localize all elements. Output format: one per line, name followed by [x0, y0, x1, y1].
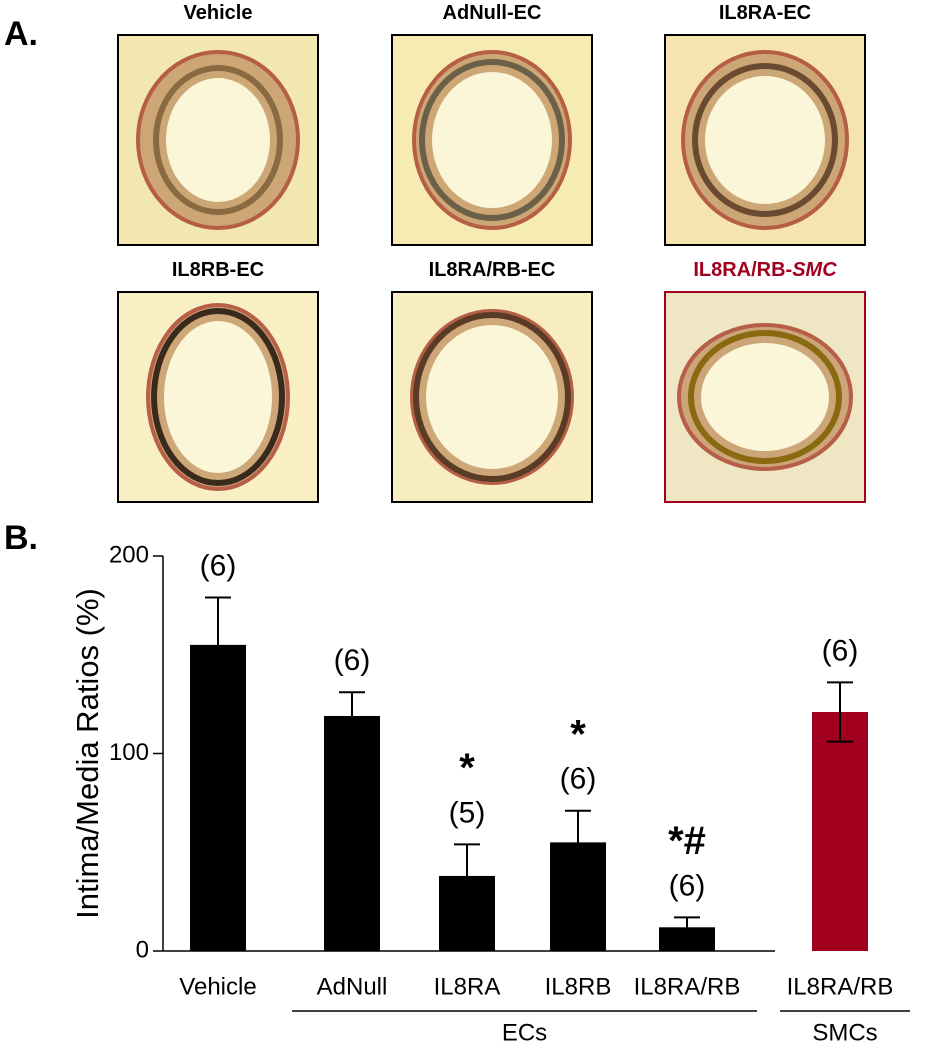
x-tick-label: IL8RA/RB [634, 973, 741, 1000]
vessel-lumen [705, 76, 825, 204]
panel-title: IL8RA/RB-EC [429, 259, 556, 281]
bar [190, 644, 246, 951]
y-axis-label: Intima/Media Ratios (%) [70, 588, 105, 919]
bar [324, 715, 380, 951]
panel-title-italic: SMC [792, 259, 837, 281]
n-label: (6) [669, 869, 706, 902]
significance-mark: * [570, 712, 586, 756]
vessel-media [153, 65, 283, 215]
vessel-lumen [166, 78, 270, 202]
vessel-media [419, 59, 565, 221]
x-tick-label: IL8RA/RB [787, 973, 894, 1000]
n-label: (6) [822, 634, 859, 667]
panel-title: IL8RA/RB-SMC [693, 259, 837, 281]
panel-title-part: Vehicle [184, 2, 253, 24]
group-label: SMCs [812, 1019, 877, 1046]
n-label: (6) [334, 644, 371, 677]
vessel-media [692, 63, 838, 217]
panel-title-part: AdNull-EC [443, 2, 542, 24]
panel-title-part: IL8RA/RB-EC [429, 259, 556, 281]
vessel-lumen [164, 321, 272, 473]
vessel-media [413, 312, 571, 482]
panel-title-part: IL8RA-EC [719, 2, 811, 24]
bar [812, 712, 868, 951]
n-label: (5) [449, 796, 486, 829]
group-label: ECs [502, 1019, 547, 1046]
n-label: (6) [560, 763, 597, 796]
x-tick-label: AdNull [317, 973, 388, 1000]
vessel-lumen [701, 343, 829, 451]
vessel-lumen [432, 72, 552, 208]
panel-title: AdNull-EC [443, 2, 542, 24]
panel-letter: A. [4, 15, 38, 53]
y-tick-label: 0 [136, 936, 149, 963]
x-tick-label: IL8RB [545, 973, 612, 1000]
vessel-media [151, 308, 285, 486]
panel-title-part: IL8RB-EC [172, 259, 264, 281]
vessel-lumen [426, 325, 558, 469]
y-tick-label: 100 [109, 739, 149, 766]
panel-title: IL8RB-EC [172, 259, 264, 281]
panel-a: Vehicle AdNull-EC IL8RA-EC IL8RB-EC IL8RA/RB… [117, 2, 866, 503]
y-tick-label: 200 [109, 541, 149, 568]
panel-title-part: IL8RA/RB- [693, 259, 792, 281]
significance-mark: * [459, 746, 475, 790]
panel-letter: B. [4, 519, 38, 557]
bar [659, 927, 715, 951]
vessel-media [688, 330, 842, 464]
significance-mark: *# [668, 819, 706, 863]
x-tick-label: Vehicle [179, 973, 256, 1000]
x-tick-label: IL8RA [434, 973, 501, 1000]
panel-title: Vehicle [184, 2, 253, 24]
n-label: (6) [200, 549, 237, 582]
panel-title: IL8RA-EC [719, 2, 811, 24]
